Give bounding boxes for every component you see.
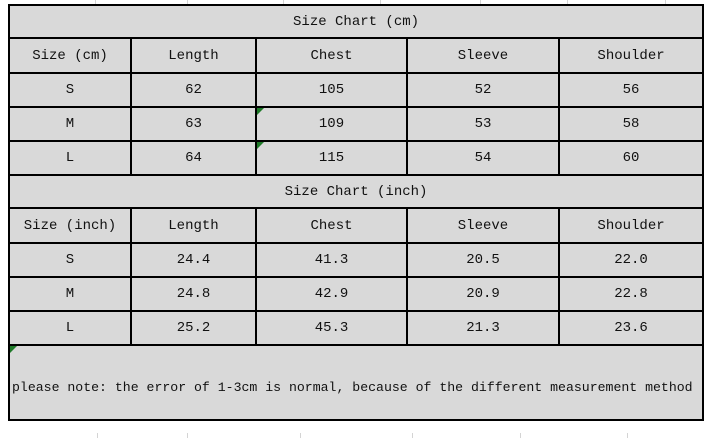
cell-value: 109 [255, 106, 408, 142]
gridline-tick [95, 0, 96, 4]
cell-value: 63 [130, 106, 257, 142]
measurement-note: please note: the error of 1-3cm is norma… [7, 344, 705, 421]
cell-value: 41.3 [255, 242, 408, 278]
table-row: S 62 105 52 56 [8, 72, 705, 108]
cell-value: 42.9 [255, 276, 408, 312]
cell-value: 25.2 [130, 310, 257, 346]
cell-value: 20.5 [406, 242, 560, 278]
table-row: Size (inch) Length Chest Sleeve Shoulder [8, 207, 705, 244]
cell-value: 105 [255, 72, 408, 108]
cm-header-size: Size (cm) [8, 37, 132, 74]
cell-size: S [8, 72, 132, 108]
cell-value: 22.8 [557, 276, 705, 312]
cell-size: M [8, 276, 132, 312]
cell-size: S [8, 242, 132, 278]
gridline-tick [380, 0, 381, 4]
comment-triangle-icon [258, 143, 264, 149]
table-row: please note: the error of 1-3cm is norma… [7, 344, 705, 421]
cell-value: 64 [130, 140, 257, 176]
gridline-tick [97, 433, 98, 438]
cell-value: 60 [557, 140, 705, 176]
cm-chart-title: Size Chart (cm) [7, 4, 705, 39]
cm-header-sleeve: Sleeve [406, 37, 560, 74]
gridline-tick [665, 0, 666, 4]
table-row: L 25.2 45.3 21.3 23.6 [8, 310, 705, 346]
cell-value: 20.9 [406, 276, 560, 312]
cell-value: 24.8 [130, 276, 257, 312]
cell-value: 62 [130, 72, 257, 108]
inch-header-shoulder: Shoulder [557, 207, 705, 244]
gridline-tick [187, 433, 188, 438]
inch-chart-title: Size Chart (inch) [7, 174, 705, 209]
gridline-tick [520, 433, 521, 438]
size-chart-table: Size Chart (cm) Size (cm) Length Chest S… [7, 4, 705, 421]
comment-triangle-icon [11, 347, 17, 353]
cm-header-length: Length [130, 37, 257, 74]
gridline-tick [412, 433, 413, 438]
cell-value: 22.0 [557, 242, 705, 278]
inch-header-chest: Chest [255, 207, 408, 244]
cell-value: 24.4 [130, 242, 257, 278]
cell-value: 115 [255, 140, 408, 176]
cell-value: 53 [406, 106, 560, 142]
cell-size: L [8, 140, 132, 176]
inch-header-sleeve: Sleeve [406, 207, 560, 244]
table-row: M 24.8 42.9 20.9 22.8 [8, 276, 705, 312]
cm-header-shoulder: Shoulder [557, 37, 705, 74]
cell-size: M [8, 106, 132, 142]
cell-value: 21.3 [406, 310, 560, 346]
cell-size: L [8, 310, 132, 346]
cell-value: 52 [406, 72, 560, 108]
comment-triangle-icon [258, 109, 264, 115]
gridline-tick [627, 433, 628, 438]
cm-header-chest: Chest [255, 37, 408, 74]
table-row: S 24.4 41.3 20.5 22.0 [8, 242, 705, 278]
gridline-tick [187, 0, 188, 4]
cell-value: 58 [557, 106, 705, 142]
table-row: Size Chart (cm) [7, 4, 705, 39]
table-row: L 64 115 54 60 [8, 140, 705, 176]
inch-header-size: Size (inch) [8, 207, 132, 244]
table-row: Size Chart (inch) [7, 174, 705, 209]
cell-value: 23.6 [557, 310, 705, 346]
cell-value: 54 [406, 140, 560, 176]
cell-value: 56 [557, 72, 705, 108]
cell-value: 45.3 [255, 310, 408, 346]
table-row: M 63 109 53 58 [8, 106, 705, 142]
table-row: Size (cm) Length Chest Sleeve Shoulder [8, 37, 705, 74]
gridline-tick [283, 0, 284, 4]
gridline-tick [480, 0, 481, 4]
gridline-tick [300, 433, 301, 438]
gridline-tick [567, 0, 568, 4]
inch-header-length: Length [130, 207, 257, 244]
